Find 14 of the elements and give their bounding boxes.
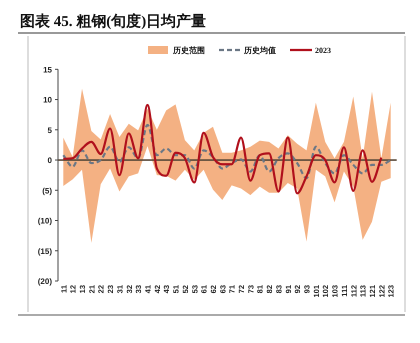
y-tick-label: 15 bbox=[43, 65, 53, 74]
line-series bbox=[62, 124, 392, 180]
y-tick-label: (15) bbox=[38, 246, 52, 256]
y-tick-label: 0 bbox=[48, 156, 53, 166]
legend-label: 历史均值 bbox=[243, 46, 276, 55]
y-tick-label: 5 bbox=[48, 126, 53, 135]
y-tick-label: (20) bbox=[38, 277, 52, 286]
y-tick-label: (5) bbox=[42, 186, 52, 196]
legend-label: 2023 bbox=[315, 46, 331, 55]
y-tick-label: 10 bbox=[43, 96, 53, 105]
y-tick-label: (10) bbox=[38, 216, 52, 226]
title: 图表 45. 粗钢(旬度)日均产量 bbox=[20, 14, 206, 30]
text: 历史范围 bbox=[173, 46, 205, 55]
line-series bbox=[62, 104, 382, 194]
